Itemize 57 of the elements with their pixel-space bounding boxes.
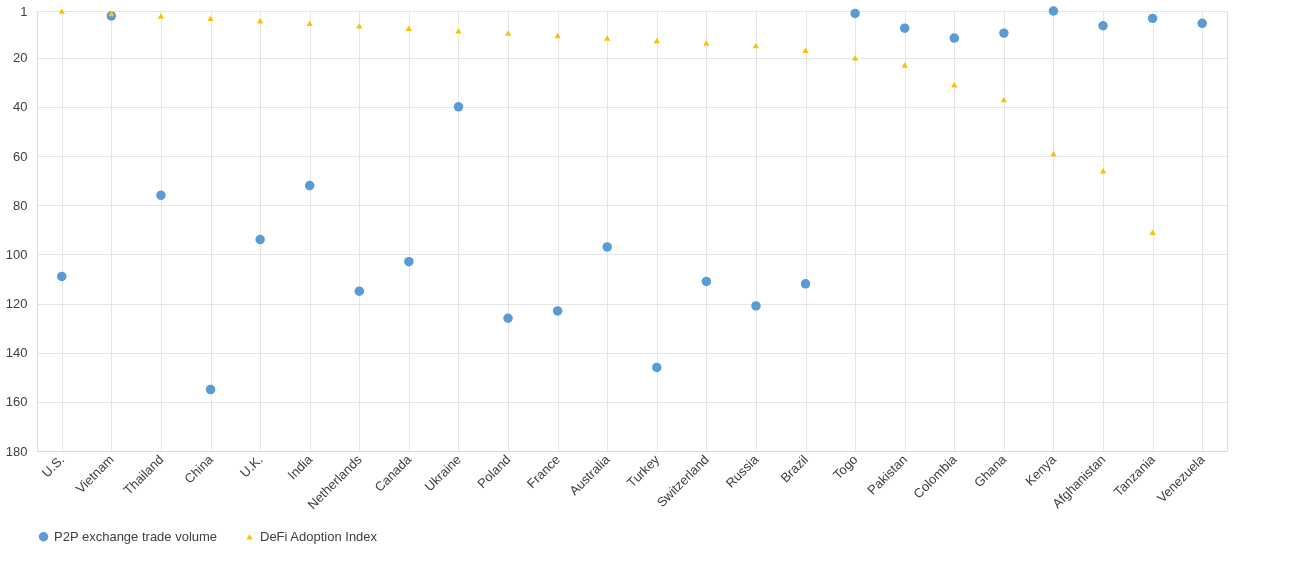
x-tick-label: U.K. [237,451,266,481]
y-tick-label: 160 [5,394,28,410]
point [1048,6,1059,16]
y-tick-label: 80 [13,197,28,213]
point [405,25,413,31]
point [752,42,760,49]
point [1147,13,1158,24]
point [602,242,612,252]
legend-label: P2P exchange trade volume [54,528,218,544]
point [108,10,115,17]
y-tick-label: 120 [5,296,28,312]
point [604,35,611,41]
y-tick-label: 40 [13,99,28,115]
point [156,190,166,201]
point [1099,168,1107,174]
x-tick-label: U.S. [38,451,68,481]
point [701,276,712,287]
y-tick-label: 180 [5,443,28,459]
point [256,18,264,24]
point [255,234,265,245]
point [57,271,67,282]
point [850,8,860,19]
point [800,279,811,289]
point [404,256,414,267]
point [1098,21,1108,31]
y-tick-label: 60 [13,148,28,164]
point [949,33,960,43]
y-tick-label: 100 [5,246,28,262]
point [354,286,365,296]
point [1197,18,1207,29]
point [901,62,908,68]
point [58,8,65,14]
point [453,102,464,112]
point [552,306,563,316]
y-tick-label: 140 [5,345,28,361]
x-tick-label: Togo [830,451,861,483]
point [504,30,512,36]
point [1149,229,1156,235]
point [157,13,165,19]
point [751,301,761,311]
point [653,37,660,44]
point [999,28,1009,38]
y-tick-label: 20 [13,50,28,66]
point [304,180,315,191]
point [306,20,313,27]
point [554,32,561,39]
point [1000,96,1008,103]
point [899,23,910,33]
point [703,40,710,46]
y-tick-label: 1 [20,3,28,19]
point [207,15,214,22]
point [652,362,662,373]
legend-label: DeFi Adoption Index [260,528,378,544]
point [1050,150,1057,157]
point [802,47,809,54]
point [503,313,513,323]
point [205,384,216,395]
